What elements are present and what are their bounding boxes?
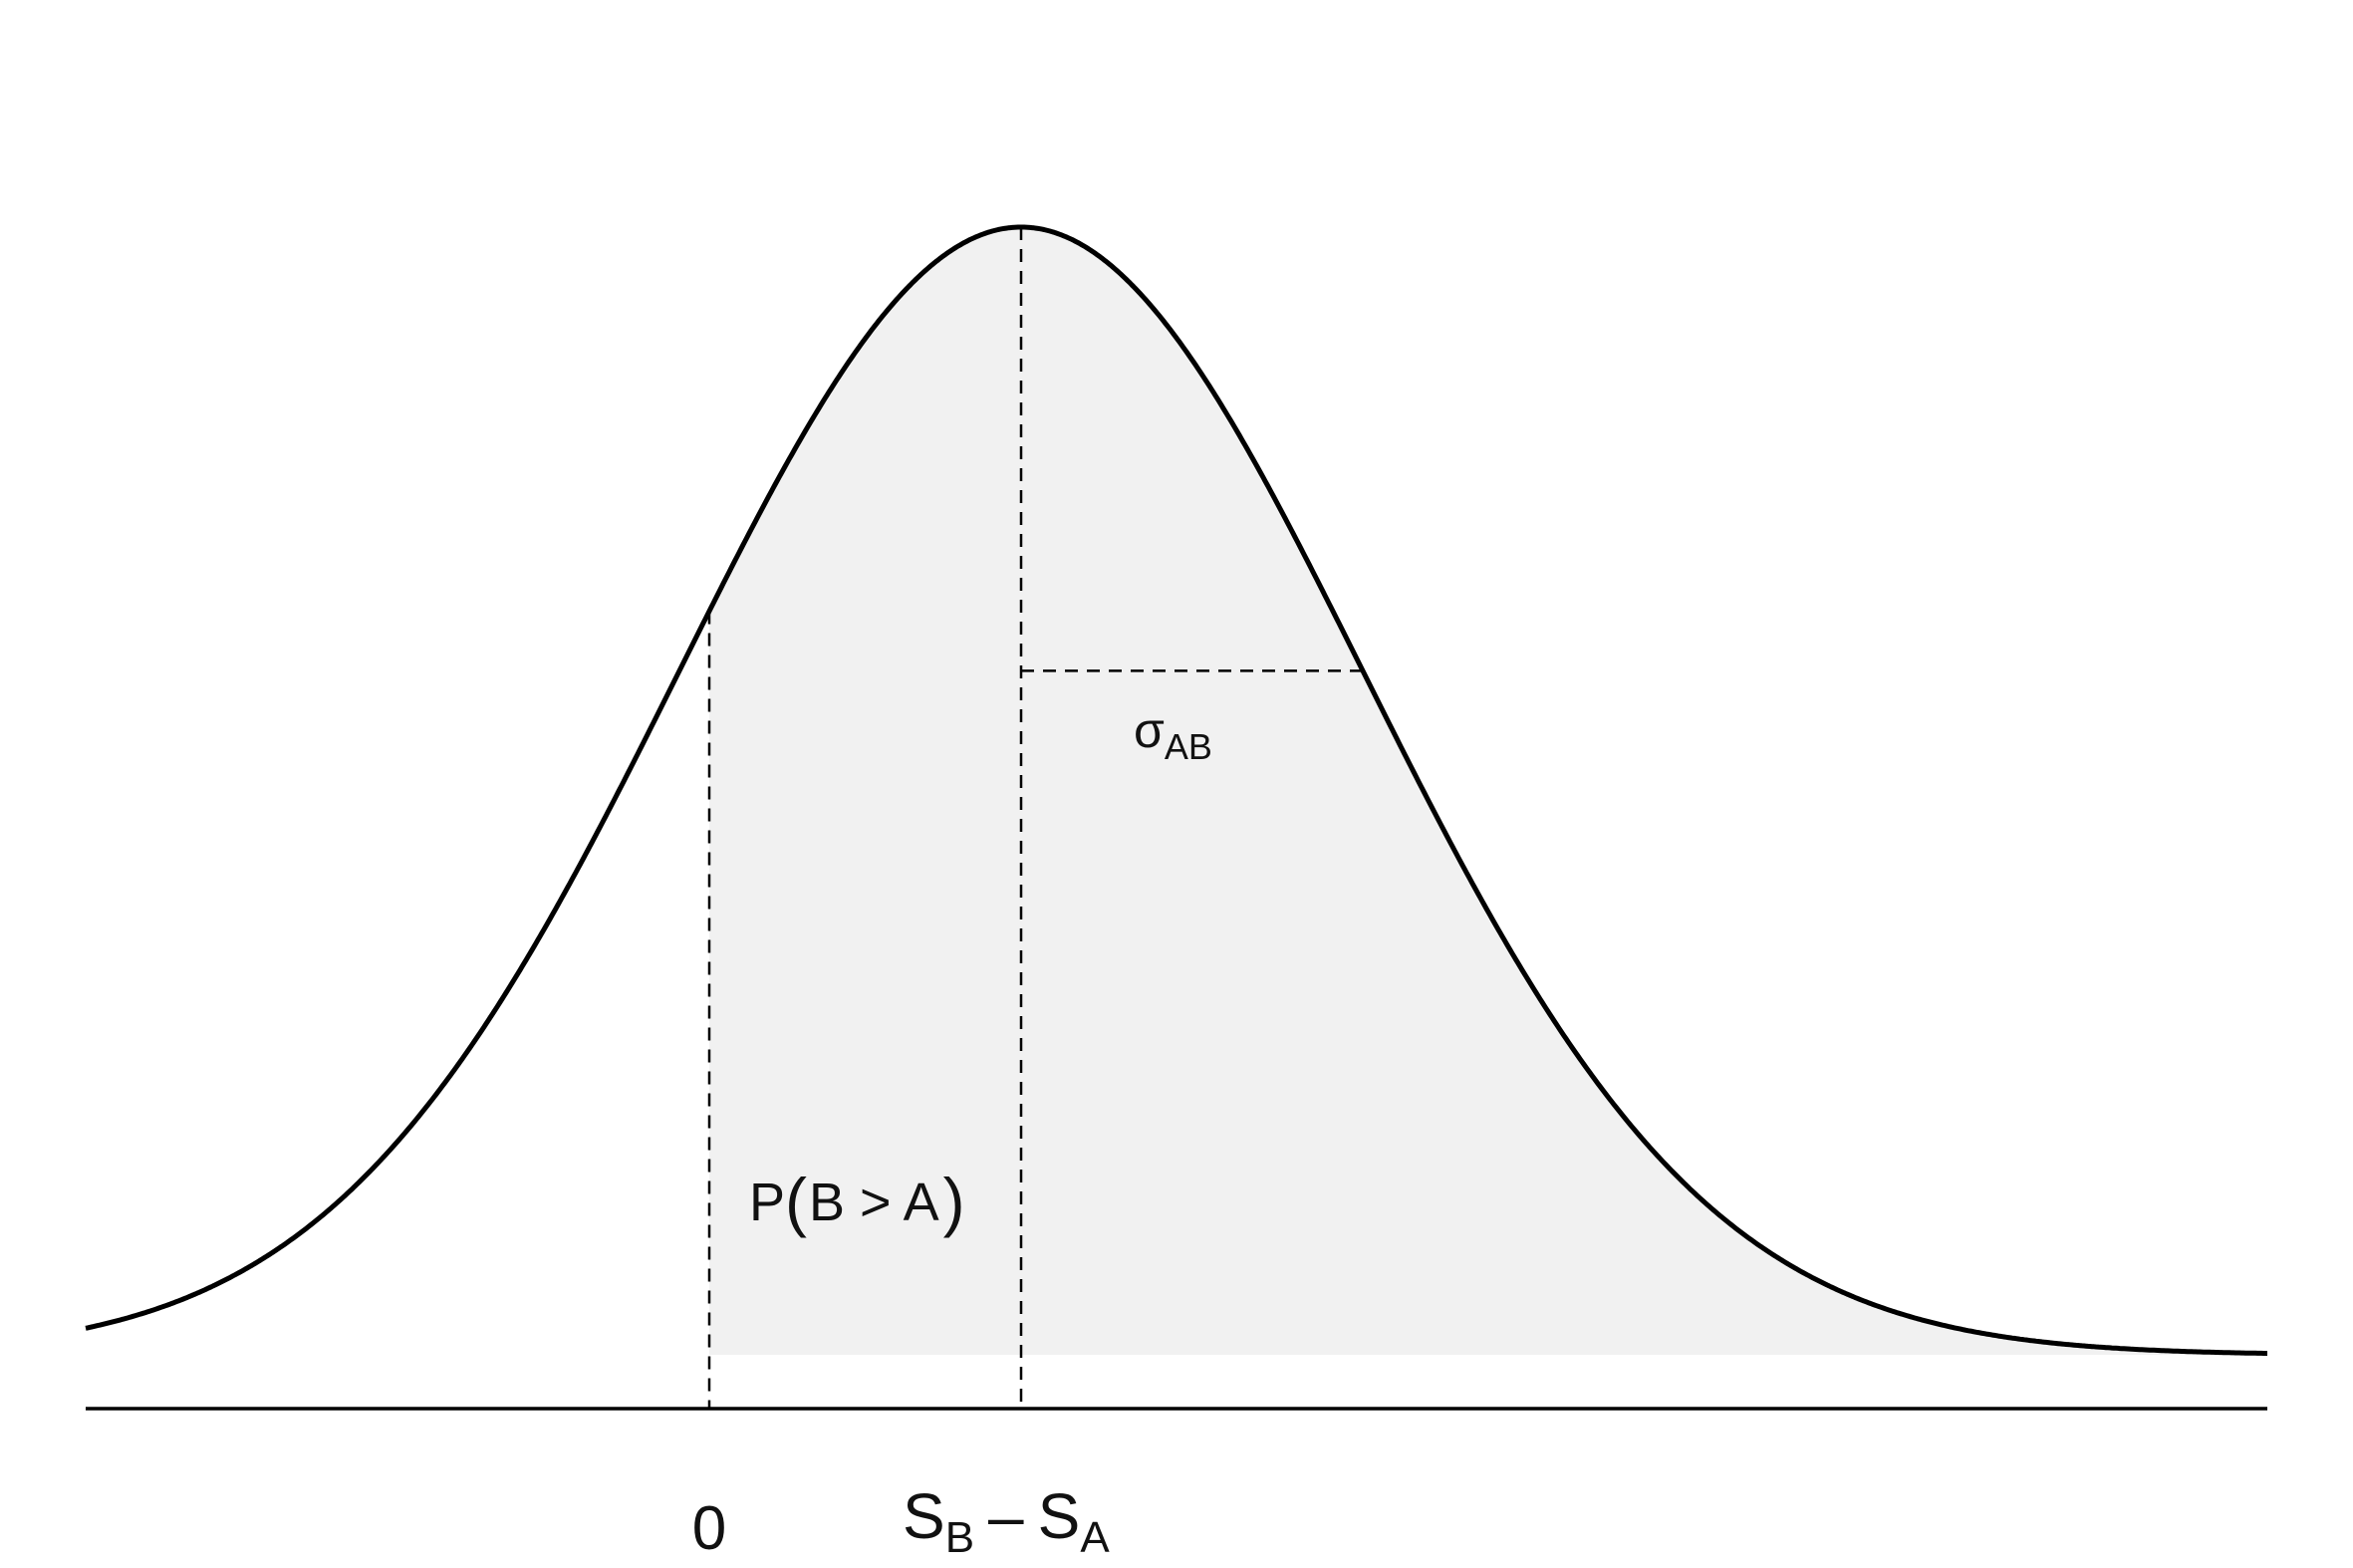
mean-s-b: S	[903, 1480, 945, 1552]
probability-open-paren: (	[785, 1165, 807, 1238]
mean-sub-a: A	[1080, 1513, 1110, 1562]
mean-minus: –	[988, 1480, 1024, 1552]
probability-close-paren: )	[943, 1165, 965, 1238]
density-curve	[85, 224, 2268, 1356]
mean-tick-label: SB – SA	[903, 1480, 1110, 1562]
mean-s-a: S	[1038, 1480, 1081, 1552]
sigma-symbol: σ	[1134, 702, 1165, 758]
probability-p: P	[749, 1173, 785, 1232]
sigma-subscript: AB	[1165, 726, 1212, 767]
probability-expression: B > A	[809, 1173, 939, 1232]
mean-sub-b: B	[945, 1513, 974, 1562]
probability-shaded-area	[709, 227, 2267, 1355]
sigma-label: σAB	[1134, 702, 1212, 767]
probability-label: P(B > A)	[749, 1165, 965, 1238]
zero-tick-label: 0	[692, 1494, 726, 1563]
